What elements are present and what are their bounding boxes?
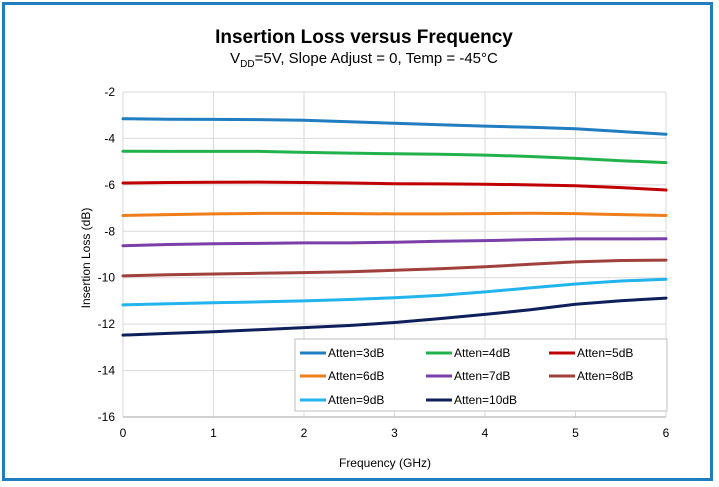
legend-label: Atten=9dB xyxy=(328,393,384,407)
y-tick-label: -16 xyxy=(98,410,116,424)
y-axis-ticks: -2 -4 -6 -8 -10 -12 -14 -16 xyxy=(98,85,116,424)
y-tick-label: -14 xyxy=(98,364,116,378)
x-tick-label: 5 xyxy=(572,426,579,440)
legend-label: Atten=8dB xyxy=(577,369,633,383)
x-tick-label: 6 xyxy=(663,426,670,440)
legend-label: Atten=5dB xyxy=(577,346,633,360)
legend-label: Atten=7dB xyxy=(454,369,510,383)
y-tick-label: -4 xyxy=(104,131,115,145)
series-line xyxy=(123,213,666,215)
x-tick-label: 0 xyxy=(120,426,127,440)
subtitle-rest: =5V, Slope Adjust = 0, Temp = -45°C xyxy=(255,50,498,67)
y-tick-label: -2 xyxy=(104,85,115,99)
y-axis-label: Insertion Loss (dB) xyxy=(79,208,93,309)
chart-title: Insertion Loss versus Frequency xyxy=(215,27,513,48)
legend-label: Atten=4dB xyxy=(454,346,510,360)
subtitle-subscript: DD xyxy=(240,59,254,70)
y-tick-label: -12 xyxy=(98,317,116,331)
y-tick-label: -10 xyxy=(98,271,116,285)
x-tick-label: 4 xyxy=(482,426,489,440)
y-tick-label: -6 xyxy=(104,178,115,192)
x-tick-label: 3 xyxy=(391,426,398,440)
legend-label: Atten=10dB xyxy=(454,393,517,407)
x-axis-ticks: 0 1 2 3 4 5 6 xyxy=(120,426,670,440)
y-tick-label: -8 xyxy=(104,224,115,238)
subtitle-prefix: V xyxy=(230,50,240,67)
x-axis-label: Frequency (GHz) xyxy=(339,456,431,470)
x-tick-label: 2 xyxy=(301,426,308,440)
legend-label: Atten=6dB xyxy=(328,369,384,383)
x-tick-label: 1 xyxy=(210,426,217,440)
legend-label: Atten=3dB xyxy=(328,346,384,360)
legend: Atten=3dB Atten=4dB Atten=5dB Atten=6dB Atte… xyxy=(295,339,667,411)
chart-subtitle: VDD=5V, Slope Adjust = 0, Temp = -45°C xyxy=(230,50,498,70)
